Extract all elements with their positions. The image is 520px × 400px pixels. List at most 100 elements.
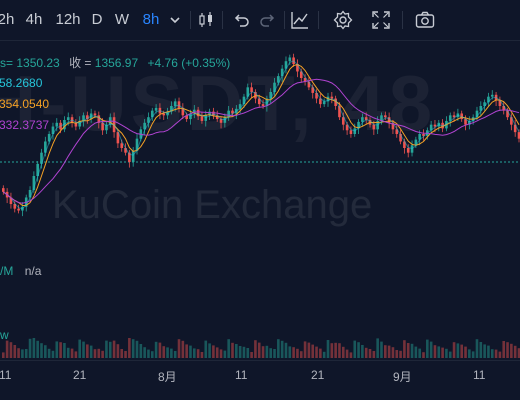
candle-body xyxy=(116,132,120,144)
volume-bar xyxy=(150,351,154,358)
candle-body xyxy=(273,82,276,92)
interval-12h[interactable]: 12h xyxy=(55,11,81,28)
symbol-watermark: H-USDT, 48 xyxy=(0,59,437,147)
candlestick-icon[interactable] xyxy=(196,10,216,30)
exchange-watermark: KuCoin Exchange xyxy=(52,183,373,227)
volume-bar xyxy=(173,351,177,358)
volume-bar xyxy=(399,350,402,358)
volume-bar xyxy=(322,351,326,358)
candle-body xyxy=(315,92,318,99)
candle-body xyxy=(391,122,395,130)
ma-legend-3: 332.3737 xyxy=(0,118,50,132)
candle-body xyxy=(154,107,158,111)
fullscreen-icon[interactable] xyxy=(371,10,391,30)
candle-body xyxy=(47,134,51,142)
volume-bar xyxy=(269,348,272,358)
candle-body xyxy=(231,110,234,114)
candle-body xyxy=(32,176,36,190)
camera-icon[interactable] xyxy=(415,10,435,30)
volume-bar xyxy=(311,344,315,358)
volume-bar xyxy=(47,348,51,358)
volume-label: /M xyxy=(0,264,14,278)
volume-bar xyxy=(357,342,360,358)
chevron-down-icon[interactable] xyxy=(165,10,185,30)
volume-bar xyxy=(131,339,135,358)
candle-body xyxy=(418,134,421,140)
candle-body xyxy=(181,107,185,116)
candle-body xyxy=(357,121,360,129)
interval-w[interactable]: W xyxy=(114,11,130,28)
candle-body xyxy=(475,110,479,118)
volume-bar xyxy=(380,341,383,358)
volume-bar xyxy=(120,349,124,358)
candle-body xyxy=(487,96,490,103)
volume-bar xyxy=(51,350,55,358)
candle-body xyxy=(277,76,280,83)
volume-bar xyxy=(341,346,345,358)
volume-bar xyxy=(44,345,47,358)
candle-body xyxy=(257,98,261,105)
volume-bar xyxy=(223,350,227,358)
time-tick: 21 xyxy=(73,368,87,382)
volume-bar xyxy=(227,339,230,358)
volume-bar xyxy=(361,345,364,358)
volume-bar xyxy=(502,341,506,358)
time-axis[interactable]: 11 21 8月 11 21 9月 11 xyxy=(0,360,520,400)
interval-4h[interactable]: 4h xyxy=(25,11,43,28)
interval-8h[interactable]: 8h xyxy=(142,11,160,28)
volume-bar xyxy=(338,343,341,358)
candle-body xyxy=(502,106,506,111)
volume-bar xyxy=(5,340,9,358)
volume-bar xyxy=(93,349,97,358)
volume-bar xyxy=(422,352,425,358)
volume-bar xyxy=(288,346,292,358)
volume-bar xyxy=(403,340,406,358)
indicators-icon[interactable] xyxy=(290,10,310,30)
volume-bar xyxy=(483,344,486,358)
volume-bar xyxy=(395,350,399,358)
candle-body xyxy=(452,115,456,118)
undo-icon[interactable] xyxy=(231,10,251,30)
volume-bar xyxy=(219,349,223,358)
volume-bar xyxy=(490,349,494,358)
volume-bar xyxy=(349,352,353,358)
candle-body xyxy=(55,122,59,127)
time-tick: 11 xyxy=(235,368,248,382)
candle-body xyxy=(345,124,349,131)
volume-bar xyxy=(414,346,418,358)
redo-icon[interactable] xyxy=(258,10,278,30)
candle-body xyxy=(97,115,101,123)
volume-bar xyxy=(66,347,70,358)
volume-bar xyxy=(452,342,456,358)
candle-body xyxy=(227,110,230,118)
volume-bar xyxy=(2,352,5,358)
candle-body xyxy=(28,190,32,198)
volume-bar xyxy=(200,352,204,358)
volume-bar xyxy=(235,344,238,358)
candle-body xyxy=(479,106,483,111)
candle-body xyxy=(422,134,425,136)
volume-bar xyxy=(506,342,509,358)
volume-bar xyxy=(97,348,101,358)
volume-bar xyxy=(353,340,357,358)
settings-icon[interactable] xyxy=(333,10,353,30)
volume-bar xyxy=(40,343,43,358)
candle-body xyxy=(322,101,326,105)
volume-bar xyxy=(448,351,452,358)
interval-d[interactable]: D xyxy=(91,11,103,28)
volume-bar xyxy=(196,349,200,358)
candle-body xyxy=(66,117,70,120)
volume-bar xyxy=(510,343,513,358)
candle-body xyxy=(173,101,177,106)
candle-body xyxy=(17,208,20,211)
volume-bar xyxy=(334,342,337,358)
volume-bar xyxy=(273,349,276,358)
candle-body xyxy=(44,141,47,153)
time-tick: 9月 xyxy=(393,370,412,384)
volume-bar xyxy=(292,347,295,358)
interval-2h[interactable]: 2h xyxy=(0,11,15,28)
volume-bar xyxy=(193,348,196,358)
volume-bar xyxy=(471,351,475,358)
volume-bar xyxy=(147,349,150,358)
price-chart[interactable] xyxy=(0,40,520,360)
